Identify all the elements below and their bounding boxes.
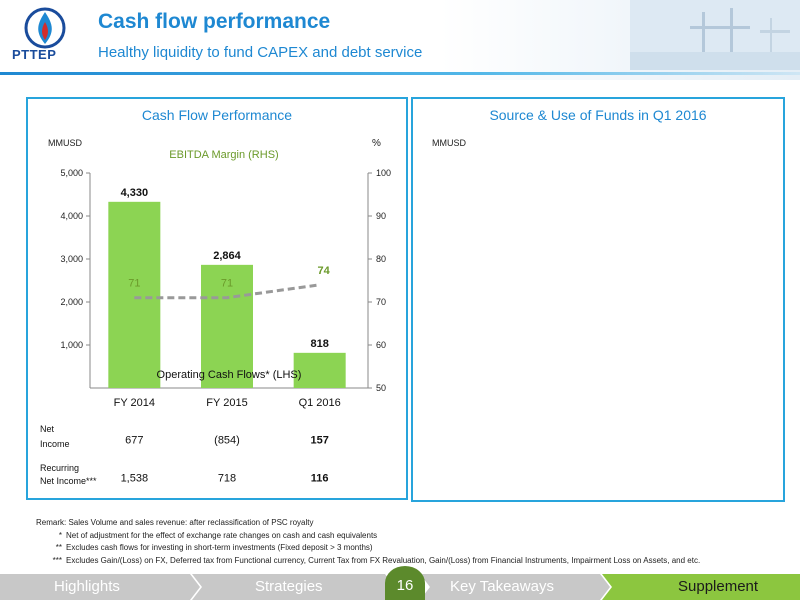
footnote-2-mark: ** <box>55 543 62 552</box>
page-subtitle: Healthy liquidity to fund CAPEX and debt… <box>98 44 423 61</box>
footnote-1-text: Net of adjustment for the effect of exch… <box>66 530 378 540</box>
cash-flow-panel-title: Cash Flow Performance <box>141 107 293 123</box>
left-axis-unit: MMUSD <box>48 138 82 148</box>
footnote-1: * Net of adjustment for the effect of exc… <box>36 530 700 543</box>
source-use-panel-title: Source & Use of Funds in Q1 2016 <box>489 107 707 123</box>
footnote-1-mark: * <box>58 530 62 540</box>
offshore-platform-decoration <box>630 0 800 70</box>
logo-text: PTTEP <box>12 47 57 62</box>
page-number: 16 <box>385 566 425 600</box>
nav-key-takeaways[interactable]: Key Takeaways <box>450 578 554 595</box>
nav-strategies[interactable]: Strategies <box>255 578 323 595</box>
footnote-3-text: Excludes Gain/(Loss) on FX, Deferred tax… <box>66 555 701 565</box>
footnote-3: *** Excludes Gain/(Loss) on FX, Deferred … <box>36 555 701 568</box>
nav-supplement[interactable]: Supplement <box>678 578 759 595</box>
slide-header: PTTEP Cash flow performance Healthy liqu… <box>0 0 800 80</box>
nav-background <box>0 574 800 600</box>
footnote-2-text: Excludes cash flows for investing in sho… <box>66 543 373 552</box>
right-axis-unit: % <box>372 138 381 149</box>
footnote-3-mark: *** <box>52 555 62 565</box>
footnote-2: ** Excludes cash flows for investing in s… <box>36 542 700 555</box>
pttep-logo-icon <box>24 7 66 49</box>
nav-highlights[interactable]: Highlights <box>54 578 120 595</box>
page-title: Cash flow performance <box>98 10 331 33</box>
remarks-footnotes: Remark: Sales Volume and sales revenue: … <box>36 517 700 567</box>
source-use-panel: Source & Use of Funds in Q1 2016 <box>411 97 785 502</box>
right-chart-unit: MMUSD <box>432 138 466 148</box>
section-nav-bar: Highlights Strategies Key Takeaways Supp… <box>0 574 800 600</box>
cash-flow-panel: Cash Flow Performance <box>26 97 408 500</box>
remark-lead: Remark: Sales Volume and sales revenue: … <box>36 518 314 527</box>
header-divider <box>0 72 800 75</box>
